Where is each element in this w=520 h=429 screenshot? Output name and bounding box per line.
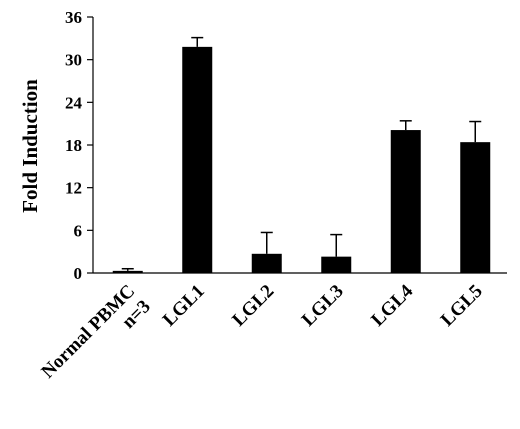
y-tick-label: 24 — [65, 93, 83, 112]
y-axis-title: Fold Induction — [18, 79, 42, 213]
x-category-label: Normal PBMCn=3 — [37, 281, 154, 398]
bar — [321, 256, 352, 273]
x-category-label: LGL2 — [228, 281, 278, 331]
bars-layer — [112, 36, 491, 273]
y-tick-label: 36 — [65, 8, 82, 27]
y-tick-label: 12 — [65, 179, 82, 198]
bar — [182, 46, 213, 273]
bar — [112, 270, 143, 273]
bar — [251, 253, 282, 273]
y-tick-label: 0 — [74, 264, 83, 283]
x-category-label: LGL5 — [437, 281, 487, 331]
x-category-label: LGL3 — [298, 281, 348, 331]
bar — [390, 130, 421, 273]
bar — [460, 142, 491, 273]
y-tick-label: 30 — [65, 51, 82, 70]
axes-layer — [87, 16, 507, 274]
y-tick-label: 6 — [74, 221, 83, 240]
y-tick-label: 18 — [65, 136, 82, 155]
x-category-label: LGL4 — [367, 280, 417, 330]
x-category-label: LGL1 — [159, 281, 209, 331]
